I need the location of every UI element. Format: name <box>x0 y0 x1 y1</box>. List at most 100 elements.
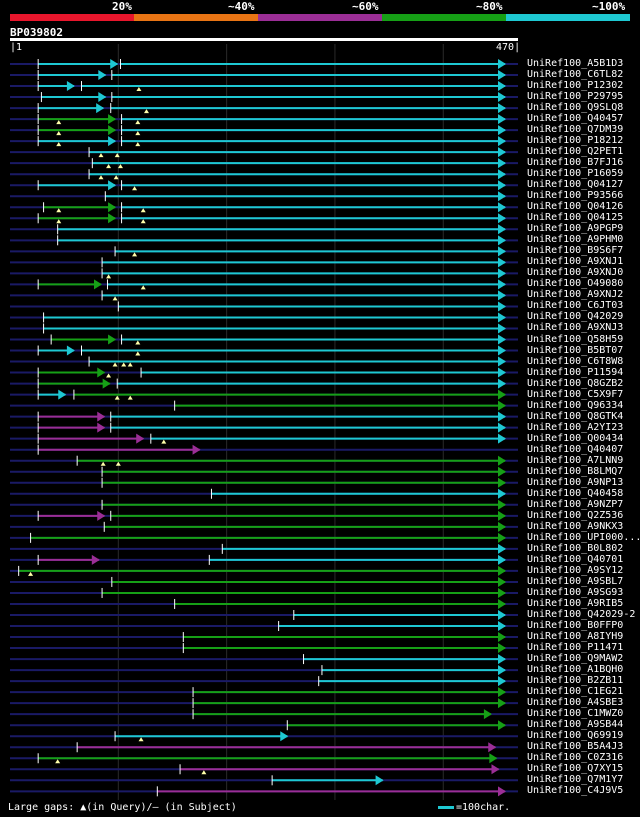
query-gap-marker <box>55 759 61 764</box>
query-gap-marker <box>114 395 120 400</box>
legend-swatch-40 <box>134 14 258 21</box>
query-gap-marker <box>98 175 104 180</box>
hit-label[interactable]: UniRef100_B0FFP0 <box>527 620 624 632</box>
hit-label[interactable]: UniRef100_Q7M1Y7 <box>527 774 624 786</box>
segment-end-arrow <box>97 422 106 433</box>
hit-label[interactable]: UniRef100_Q58H59 <box>527 333 624 345</box>
hit-label[interactable]: UniRef100_C6T8W8 <box>527 355 624 367</box>
hit-label[interactable]: UniRef100_Q04127 <box>527 179 624 191</box>
hit-label[interactable]: UniRef100_C5X9F7 <box>527 388 624 400</box>
segment-end-arrow <box>498 687 507 698</box>
hit-label[interactable]: UniRef100_B5BT07 <box>527 344 624 356</box>
hit-label[interactable]: UniRef100_Q04125 <box>527 212 624 224</box>
segment-end-arrow <box>498 81 507 92</box>
hit-label[interactable]: UniRef100_Q96334 <box>527 399 624 411</box>
hit-label[interactable]: UniRef100_Q69919 <box>527 730 624 742</box>
hit-label[interactable]: UniRef100_A2YI23 <box>527 421 624 433</box>
segment-end-arrow <box>491 764 500 775</box>
hit-label[interactable]: UniRef100_C6TL82 <box>527 69 624 81</box>
hit-label[interactable]: UniRef100_C1EG21 <box>527 686 624 698</box>
hit-label[interactable]: UniRef100_A9SY12 <box>527 564 624 576</box>
hit-label[interactable]: UniRef100_A9XNJ2 <box>527 289 624 301</box>
hit-label[interactable]: UniRef100_C6JT03 <box>527 300 624 312</box>
hit-label[interactable]: UniRef100_P93566 <box>527 190 624 202</box>
hit-label[interactable]: UniRef100_B5A4J3 <box>527 741 624 753</box>
hit-label[interactable]: UniRef100_P29795 <box>527 91 624 103</box>
query-gap-marker <box>112 296 118 301</box>
hit-label[interactable]: UniRef100_B2ZB11 <box>527 675 624 687</box>
segment-end-arrow <box>110 59 119 69</box>
hit-label[interactable]: UniRef100_B0L802 <box>527 542 624 554</box>
hit-label[interactable]: UniRef100_C4J9V5 <box>527 785 624 797</box>
segment-end-arrow <box>498 334 507 345</box>
hit-label[interactable]: UniRef100_A9PGP9 <box>527 223 624 235</box>
hit-label[interactable]: UniRef100_C1MWZ0 <box>527 708 624 720</box>
segment-end-arrow <box>98 70 107 81</box>
query-gap-marker <box>132 186 138 191</box>
query-gap-marker <box>135 131 141 136</box>
hit-label[interactable]: UniRef100_Q8GZB2 <box>527 377 624 389</box>
hit-label[interactable]: UniRef100_Q40407 <box>527 443 624 455</box>
hit-label[interactable]: UniRef100_A9XNJ0 <box>527 267 624 279</box>
hit-label[interactable]: UniRef100_A5B1D3 <box>527 58 624 69</box>
hit-label[interactable]: UniRef100_UPI000... <box>527 531 640 543</box>
hit-label[interactable]: UniRef100_Q7XY15 <box>527 763 624 775</box>
hit-label[interactable]: UniRef100_A9NZP7 <box>527 498 624 510</box>
segment-end-arrow <box>498 400 507 411</box>
hit-label[interactable]: UniRef100_A9XNJ3 <box>527 322 624 334</box>
hit-label[interactable]: UniRef100_B7FJ16 <box>527 157 624 169</box>
segment-end-arrow <box>498 720 507 731</box>
hit-label[interactable]: UniRef100_A9SG93 <box>527 586 624 598</box>
hit-label[interactable]: UniRef100_Q04126 <box>527 201 624 213</box>
hit-label[interactable]: UniRef100_Q40701 <box>527 553 624 565</box>
hit-label[interactable]: UniRef100_A9SBL7 <box>527 575 624 587</box>
hit-label[interactable]: UniRef100_B9S6F7 <box>527 245 624 257</box>
hit-label[interactable]: UniRef100_P11471 <box>527 642 624 654</box>
query-gap-marker <box>56 120 62 125</box>
segment-end-arrow <box>498 598 507 609</box>
segment-end-arrow <box>498 147 507 158</box>
query-gap-marker <box>106 274 112 279</box>
segment-end-arrow <box>498 202 507 213</box>
segment-end-arrow <box>498 378 507 389</box>
hit-label[interactable]: UniRef100_Q40457 <box>527 113 624 125</box>
hit-label[interactable]: UniRef100_A9NP13 <box>527 476 624 488</box>
hit-label[interactable]: UniRef100_Q9SLQ8 <box>527 102 624 114</box>
segment-end-arrow <box>498 665 507 676</box>
hit-label[interactable]: UniRef100_A8IYH9 <box>527 631 624 643</box>
hit-label[interactable]: UniRef100_A1BQH0 <box>527 664 624 676</box>
hit-label[interactable]: UniRef100_Q40458 <box>527 487 624 499</box>
hit-label[interactable]: UniRef100_A9SB44 <box>527 719 624 731</box>
hit-label[interactable]: UniRef100_Q2Z536 <box>527 509 624 521</box>
hit-label[interactable]: UniRef100_A9PHM0 <box>527 234 624 246</box>
hit-label[interactable]: UniRef100_Q7DM39 <box>527 124 624 136</box>
hit-label[interactable]: UniRef100_B8LMQ7 <box>527 465 624 477</box>
gap-legend: Large gaps: ▲(in Query)/– (in Subject) <box>8 802 237 813</box>
hit-label[interactable]: UniRef100_C0Z316 <box>527 752 624 764</box>
hit-label[interactable]: UniRef100_P12302 <box>527 80 624 92</box>
hit-label[interactable]: UniRef100_Q9MAW2 <box>527 653 624 665</box>
hit-label[interactable]: UniRef100_Q42029-2 <box>527 609 636 620</box>
query-gap-marker <box>28 571 34 576</box>
hit-label[interactable]: UniRef100_A9XNJ1 <box>527 256 624 268</box>
hit-label[interactable]: UniRef100_Q2PET1 <box>527 146 624 158</box>
segment-end-arrow <box>108 136 117 147</box>
legend-label-80: ~80% <box>476 0 503 13</box>
segment-end-arrow <box>58 389 67 400</box>
segment-end-arrow <box>498 235 507 246</box>
hit-label[interactable]: UniRef100_A9RIB5 <box>527 597 624 609</box>
hit-label[interactable]: UniRef100_P16059 <box>527 168 624 180</box>
segment-end-arrow <box>498 70 507 81</box>
hit-label[interactable]: UniRef100_A9NKX3 <box>527 520 624 532</box>
hit-label[interactable]: UniRef100_O49080 <box>527 278 624 290</box>
hit-label[interactable]: UniRef100_P11594 <box>527 366 624 378</box>
hit-label[interactable]: UniRef100_Q00434 <box>527 432 624 444</box>
hit-label[interactable]: UniRef100_P18212 <box>527 135 624 147</box>
query-gap-marker <box>100 461 106 466</box>
segment-end-arrow <box>97 367 106 378</box>
hit-label[interactable]: UniRef100_A4SBE3 <box>527 697 624 709</box>
hit-label[interactable]: UniRef100_A7LNN9 <box>527 454 624 466</box>
hit-label[interactable]: UniRef100_Q42029 <box>527 311 624 323</box>
query-gap-marker <box>127 395 133 400</box>
hit-label[interactable]: UniRef100_Q8GTK4 <box>527 410 624 422</box>
